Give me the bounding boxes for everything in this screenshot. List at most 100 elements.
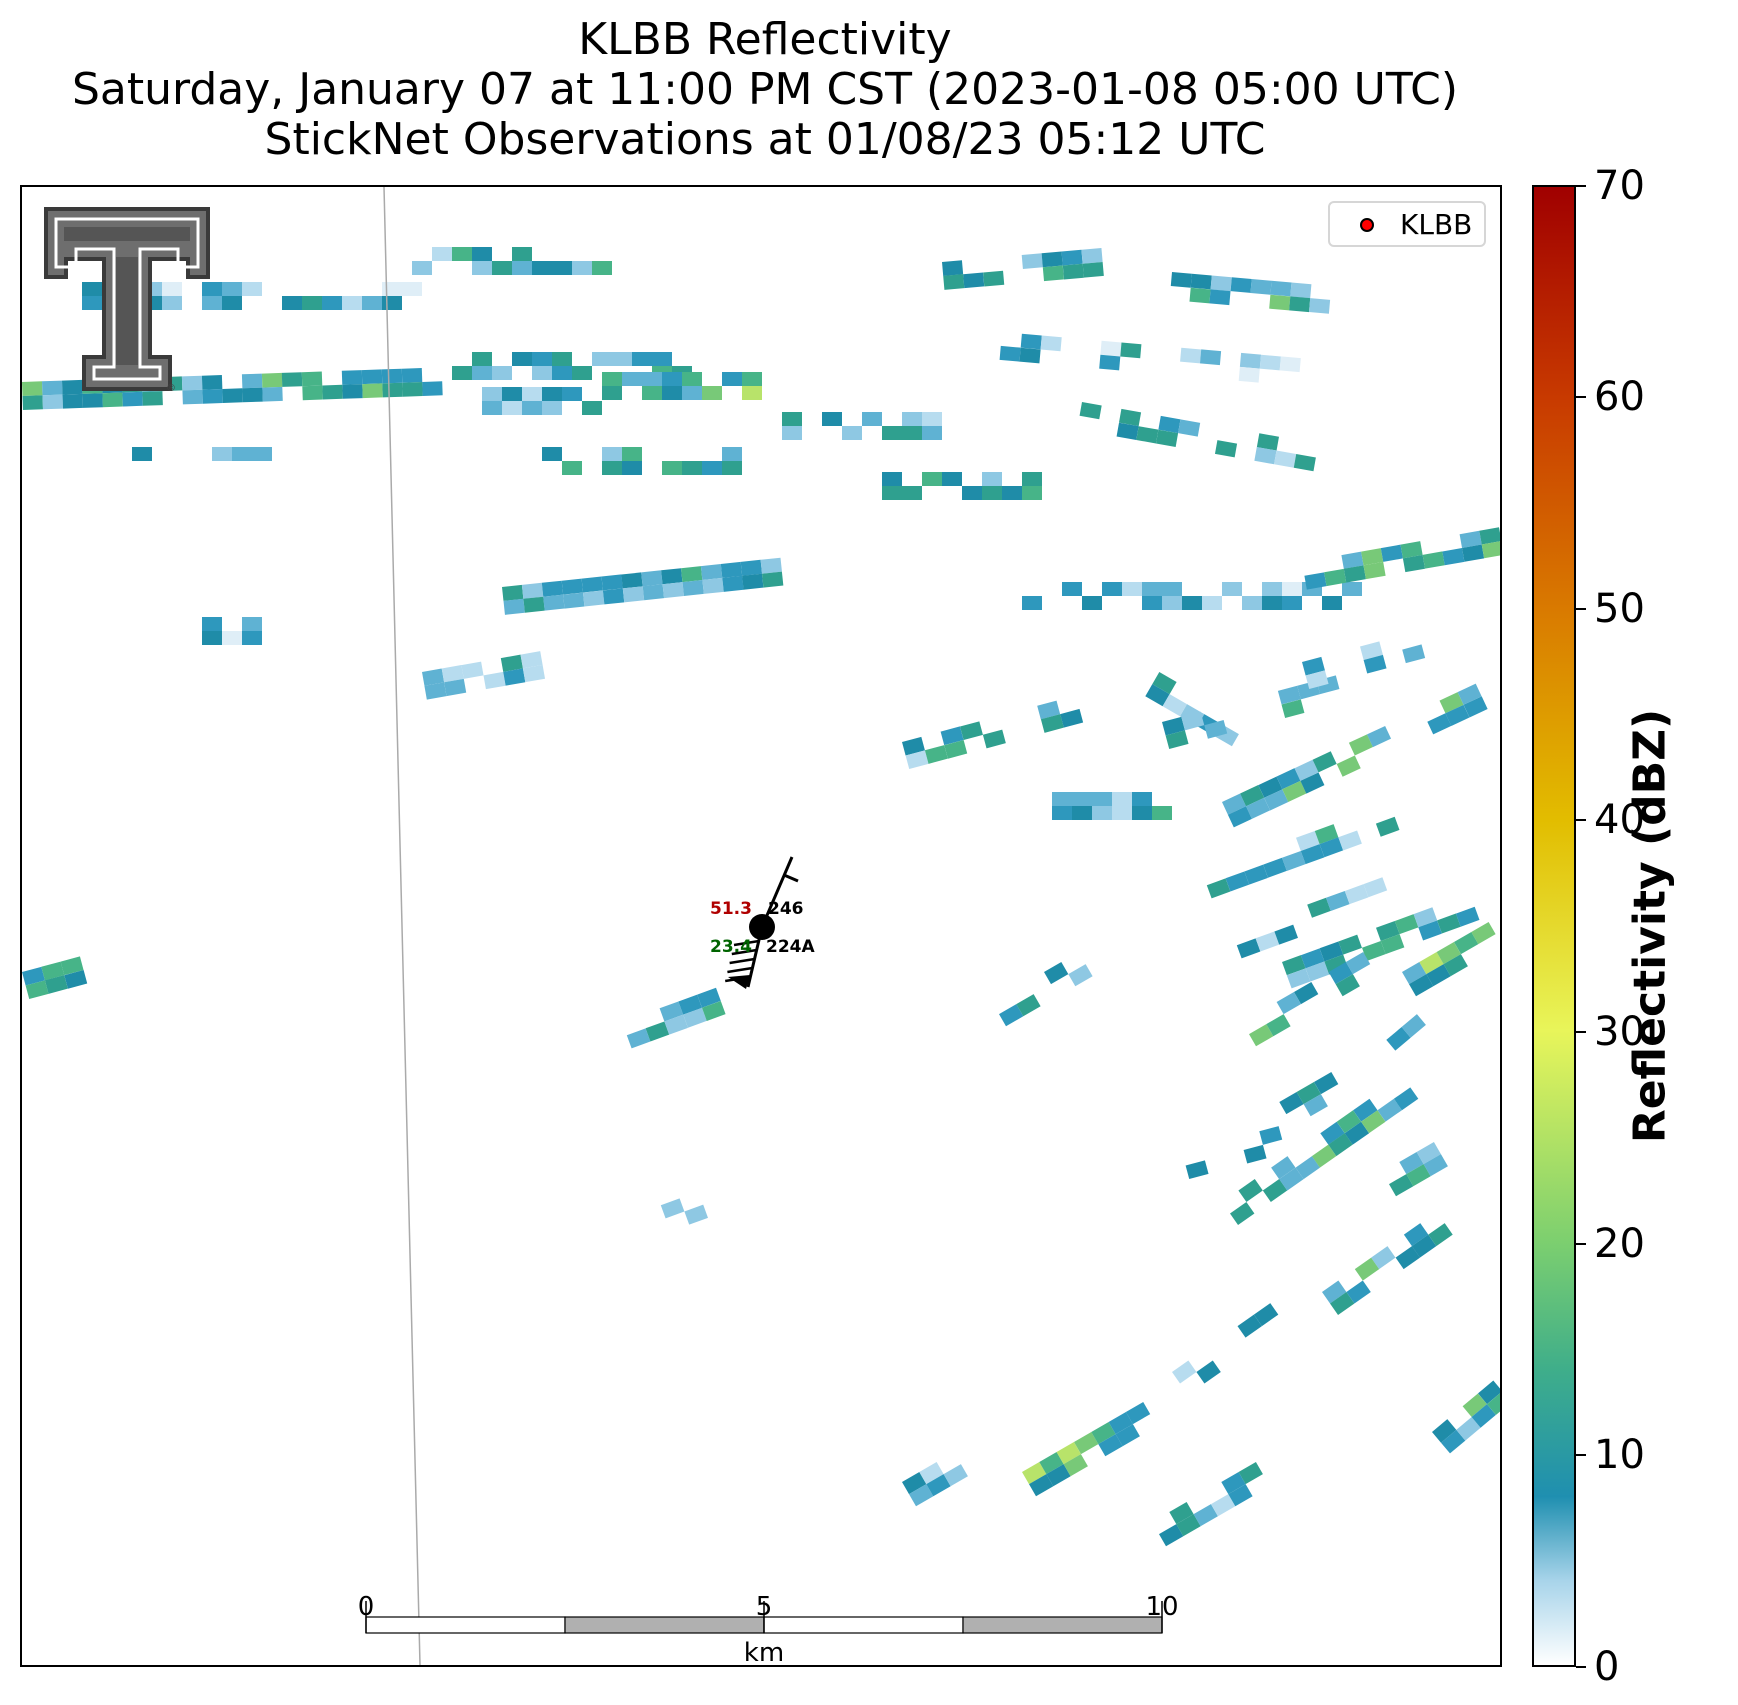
radar-cell [1240, 785, 1265, 807]
radar-cell [1276, 992, 1301, 1015]
radar-cell [1162, 596, 1182, 610]
radar-cell [842, 426, 862, 440]
radar-cell [1403, 1223, 1429, 1247]
radar-cell [1222, 582, 1242, 596]
radar-cell [1142, 582, 1162, 596]
radar-cell [1328, 1133, 1353, 1157]
radar-cell [602, 588, 625, 605]
radar-cell [132, 447, 152, 461]
colorbar-label-60: 60 [1594, 374, 1645, 420]
radar-cell [882, 426, 902, 440]
radar-cell [1022, 472, 1042, 486]
radar-cell [503, 668, 526, 686]
radar-cell [1437, 913, 1461, 934]
klbb-marker-icon [1360, 218, 1374, 232]
radar-cell [22, 395, 43, 410]
scale-label-0: 0 [357, 1592, 375, 1622]
radar-cell [1300, 844, 1325, 865]
radar-cell [822, 412, 842, 426]
radar-cell [242, 617, 262, 631]
radar-cell [1118, 408, 1142, 427]
radar-cell [41, 961, 65, 981]
radar-cell [1041, 251, 1063, 268]
radar-cell [382, 282, 402, 296]
radar-cell [1269, 294, 1291, 311]
radar-cell [1442, 548, 1465, 566]
radar-cell [502, 387, 522, 401]
radar-cell [522, 401, 542, 415]
radar-cell [882, 472, 902, 486]
radar-cell [552, 352, 572, 366]
radar-cell [25, 980, 49, 1000]
radar-cell [542, 447, 562, 461]
radar-cell [520, 651, 543, 669]
radar-cell [1115, 1424, 1140, 1447]
radar-cell [702, 461, 722, 475]
radar-cell [1286, 968, 1311, 989]
radar-cell [1394, 914, 1419, 935]
radar-cell [1282, 780, 1307, 802]
radar-cell [782, 426, 802, 440]
radar-cell [483, 671, 506, 690]
radar-cell [422, 668, 445, 686]
radar-cell [1402, 554, 1426, 573]
radar-cell [740, 559, 763, 576]
radar-cell [552, 261, 572, 275]
radar-cell [1225, 871, 1250, 892]
radar-cell [1463, 696, 1488, 718]
radar-cell [1244, 864, 1268, 885]
radar-cell [1312, 751, 1337, 773]
radar-cell [1259, 354, 1281, 371]
radar-cell [402, 282, 422, 296]
radar-cell [382, 296, 402, 310]
station-temperature: 51.3 [710, 899, 752, 919]
radar-cell [1363, 654, 1387, 674]
radar-cell [1102, 582, 1122, 596]
radar-cell [402, 382, 423, 397]
radar-cell [1142, 596, 1162, 610]
colorbar-tick [1576, 1243, 1586, 1245]
radar-cell [142, 391, 163, 406]
radar-cell [1262, 596, 1282, 610]
radar-cell [602, 386, 622, 400]
radar-cell [1348, 734, 1373, 756]
radar-cell [1300, 948, 1325, 969]
radar-cell [621, 572, 643, 589]
radar-cell [1305, 670, 1329, 690]
radar-cell [341, 370, 363, 385]
radar-cell [1021, 253, 1043, 269]
radar-cell [1259, 1126, 1283, 1145]
radar-cell [722, 447, 742, 461]
scale-unit-label: km [743, 1638, 785, 1667]
radar-cell [523, 596, 545, 613]
radar-cell [1214, 440, 1238, 458]
radar-cell [512, 261, 532, 275]
radar-cell [700, 564, 723, 581]
radar-cell [1308, 298, 1331, 314]
radar-cell [542, 401, 562, 415]
radar-cell [562, 461, 582, 475]
radar-cell [1462, 544, 1485, 562]
radar-cell [680, 566, 703, 583]
radar-cell [572, 261, 592, 275]
radar-cell [1250, 279, 1272, 295]
radar-cell [1152, 672, 1177, 695]
radar-cell [1230, 1202, 1255, 1225]
radar-cell [1295, 830, 1320, 851]
radar-cell [1457, 683, 1482, 705]
radar-cell [1361, 1110, 1386, 1134]
radar-cell [1441, 1429, 1466, 1454]
radar-cell [202, 389, 223, 404]
radar-cell [922, 412, 942, 426]
radar-cell [660, 1198, 685, 1219]
radar-cell [1253, 1303, 1279, 1327]
radar-cell [702, 577, 724, 594]
radar-cell [702, 1000, 726, 1021]
radar-cell [1120, 342, 1142, 359]
radar-cell [1388, 1174, 1414, 1197]
radar-cell [782, 412, 802, 426]
radar-cell [503, 598, 525, 615]
radar-cell [424, 682, 447, 700]
radar-cell [662, 386, 682, 400]
radar-cell [1152, 806, 1172, 820]
